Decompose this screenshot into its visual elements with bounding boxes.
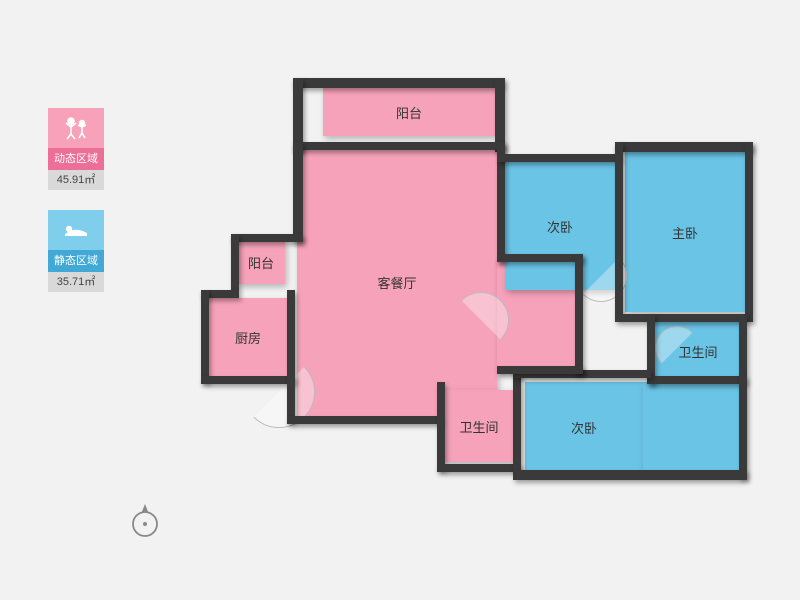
- sleep-icon: [48, 210, 104, 250]
- compass-icon: [128, 500, 162, 545]
- wall-seg: [513, 370, 521, 472]
- room-living: 客餐厅: [297, 146, 497, 418]
- wall-seg: [513, 470, 747, 480]
- wall-seg: [615, 314, 753, 322]
- wall-seg: [287, 290, 295, 422]
- wall-seg: [497, 154, 621, 162]
- wall-seg: [615, 142, 623, 316]
- room-master: 主卧: [625, 152, 745, 312]
- room-bath1: 卫生间: [443, 390, 515, 462]
- wall-seg: [495, 78, 505, 152]
- legend: 动态区域 45.91㎡ 静态区域 35.71㎡: [48, 108, 108, 312]
- room-kitchen: 厨房: [207, 298, 289, 376]
- room-bed2_bot_ext: [643, 382, 743, 472]
- legend-static-label: 静态区域: [48, 250, 104, 272]
- wall-seg: [293, 142, 505, 150]
- wall-seg: [287, 416, 441, 424]
- room-bed2_bot: 次卧: [525, 382, 643, 472]
- wall-seg: [293, 78, 303, 152]
- legend-dynamic-label: 动态区域: [48, 148, 104, 170]
- wall-seg: [231, 234, 303, 242]
- legend-static: 静态区域 35.71㎡: [48, 210, 108, 292]
- wall-seg: [615, 142, 753, 152]
- room-balcony_small: 阳台: [237, 240, 285, 284]
- legend-static-value: 35.71㎡: [48, 272, 104, 292]
- room-balcony_top: 阳台: [323, 88, 495, 136]
- floor-plan: 阳台客餐厅阳台厨房卫生间次卧主卧卫生间次卧: [175, 70, 755, 500]
- wall-seg: [293, 78, 503, 88]
- wall-seg: [201, 290, 209, 382]
- wall-seg: [437, 382, 445, 470]
- people-icon: [48, 108, 104, 148]
- wall-seg: [497, 366, 583, 374]
- wall-seg: [201, 376, 295, 384]
- legend-dynamic: 动态区域 45.91㎡: [48, 108, 108, 190]
- wall-seg: [575, 254, 583, 374]
- wall-seg: [437, 464, 521, 472]
- room-bed2_top: 次卧: [505, 162, 615, 290]
- legend-dynamic-value: 45.91㎡: [48, 170, 104, 190]
- wall-seg: [745, 142, 753, 314]
- wall-seg: [647, 376, 747, 384]
- wall-seg: [739, 314, 747, 478]
- wall-seg: [293, 142, 303, 242]
- wall-seg: [231, 234, 239, 290]
- wall-seg: [497, 254, 583, 262]
